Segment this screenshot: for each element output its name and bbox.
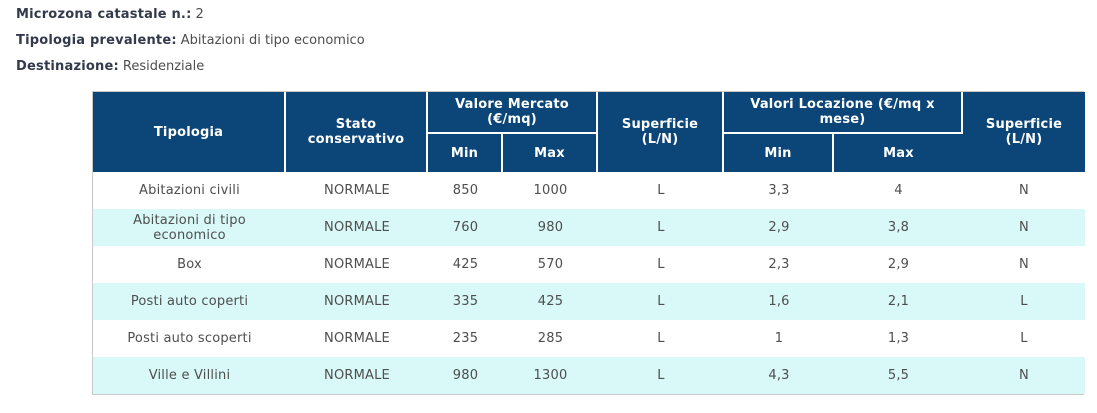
cell-superficie-mercato: L (598, 283, 724, 320)
destinazione-value: Residenziale (122, 59, 205, 74)
table-row: Abitazioni civili NORMALE 850 1000 L 3,3… (93, 172, 1085, 209)
cell-stato-conservativo: NORMALE (286, 320, 428, 357)
cell-tipologia: Abitazioni civili (93, 172, 286, 209)
cell-valore-mercato-max: 980 (503, 209, 598, 246)
table-row: Posti auto coperti NORMALE 335 425 L 1,6… (93, 283, 1085, 320)
tipologia-prevalente-value: Abitazioni di tipo economico (180, 33, 365, 48)
cell-superficie-locazione: N (963, 357, 1085, 394)
cell-valori-locazione-min: 3,3 (724, 172, 834, 209)
table-body: Abitazioni civili NORMALE 850 1000 L 3,3… (93, 172, 1085, 394)
cell-valori-locazione-min: 1,6 (724, 283, 834, 320)
cell-valore-mercato-max: 1300 (503, 357, 598, 394)
cell-valore-mercato-min: 850 (428, 172, 503, 209)
cell-valore-mercato-min: 335 (428, 283, 503, 320)
cell-superficie-mercato: L (598, 357, 724, 394)
cell-tipologia: Abitazioni di tipo economico (93, 209, 286, 246)
info-line-microzona: Microzona catastale n.: 2 (16, 6, 1097, 23)
cell-superficie-locazione: L (963, 283, 1085, 320)
omi-values-table: Tipologia Stato conservativo Valore Merc… (93, 92, 1085, 394)
col-header-min-locazione: Min (724, 134, 834, 172)
cell-superficie-mercato: L (598, 209, 724, 246)
cell-valori-locazione-max: 5,5 (834, 357, 963, 394)
table-row: Abitazioni di tipo economico NORMALE 760… (93, 209, 1085, 246)
tipologia-prevalente-label: Tipologia prevalente: (16, 33, 177, 48)
col-header-min-mercato: Min (428, 134, 503, 172)
info-line-destinazione: Destinazione: Residenziale (16, 58, 1097, 75)
cell-valori-locazione-min: 1 (724, 320, 834, 357)
microzona-value: 2 (195, 7, 204, 22)
cell-valori-locazione-min: 2,9 (724, 209, 834, 246)
cell-valori-locazione-min: 4,3 (724, 357, 834, 394)
destinazione-label: Destinazione: (16, 59, 119, 74)
cell-valore-mercato-min: 425 (428, 246, 503, 283)
table-header: Tipologia Stato conservativo Valore Merc… (93, 92, 1085, 172)
col-header-max-locazione: Max (834, 134, 963, 172)
cell-valori-locazione-max: 4 (834, 172, 963, 209)
cell-stato-conservativo: NORMALE (286, 246, 428, 283)
cell-stato-conservativo: NORMALE (286, 209, 428, 246)
cell-valori-locazione-max: 3,8 (834, 209, 963, 246)
cell-superficie-mercato: L (598, 320, 724, 357)
cell-valore-mercato-max: 425 (503, 283, 598, 320)
table-row: Box NORMALE 425 570 L 2,3 2,9 N (93, 246, 1085, 283)
table-row: Posti auto scoperti NORMALE 235 285 L 1 … (93, 320, 1085, 357)
cell-superficie-locazione: L (963, 320, 1085, 357)
col-header-valore-mercato: Valore Mercato (€/mq) (428, 92, 598, 134)
cell-valore-mercato-max: 570 (503, 246, 598, 283)
cell-superficie-mercato: L (598, 172, 724, 209)
cell-superficie-locazione: N (963, 172, 1085, 209)
cell-stato-conservativo: NORMALE (286, 172, 428, 209)
cell-superficie-locazione: N (963, 209, 1085, 246)
microzona-label: Microzona catastale n.: (16, 7, 192, 22)
col-header-max-mercato: Max (503, 134, 598, 172)
cell-valore-mercato-max: 285 (503, 320, 598, 357)
omi-values-table-wrapper: Tipologia Stato conservativo Valore Merc… (92, 91, 1085, 395)
cell-valore-mercato-min: 980 (428, 357, 503, 394)
info-line-tipologia-prevalente: Tipologia prevalente: Abitazioni di tipo … (16, 32, 1097, 49)
col-header-superficie-locazione: Superficie (L/N) (963, 92, 1085, 172)
cell-tipologia: Posti auto coperti (93, 283, 286, 320)
cell-valori-locazione-max: 2,1 (834, 283, 963, 320)
col-header-valori-locazione: Valori Locazione (€/mq x mese) (724, 92, 963, 134)
cell-tipologia: Box (93, 246, 286, 283)
col-header-superficie-mercato: Superficie (L/N) (598, 92, 724, 172)
cell-valore-mercato-max: 1000 (503, 172, 598, 209)
cell-valori-locazione-max: 1,3 (834, 320, 963, 357)
col-header-tipologia: Tipologia (93, 92, 286, 172)
cell-stato-conservativo: NORMALE (286, 357, 428, 394)
cell-valore-mercato-min: 760 (428, 209, 503, 246)
cell-valori-locazione-min: 2,3 (724, 246, 834, 283)
col-header-stato-conservativo: Stato conservativo (286, 92, 428, 172)
cell-tipologia: Ville e Villini (93, 357, 286, 394)
cell-superficie-locazione: N (963, 246, 1085, 283)
microzone-info: Microzona catastale n.: 2 Tipologia preva… (0, 0, 1097, 75)
cell-valore-mercato-min: 235 (428, 320, 503, 357)
cell-superficie-mercato: L (598, 246, 724, 283)
table-row: Ville e Villini NORMALE 980 1300 L 4,3 5… (93, 357, 1085, 394)
cell-stato-conservativo: NORMALE (286, 283, 428, 320)
cell-valori-locazione-max: 2,9 (834, 246, 963, 283)
cell-tipologia: Posti auto scoperti (93, 320, 286, 357)
